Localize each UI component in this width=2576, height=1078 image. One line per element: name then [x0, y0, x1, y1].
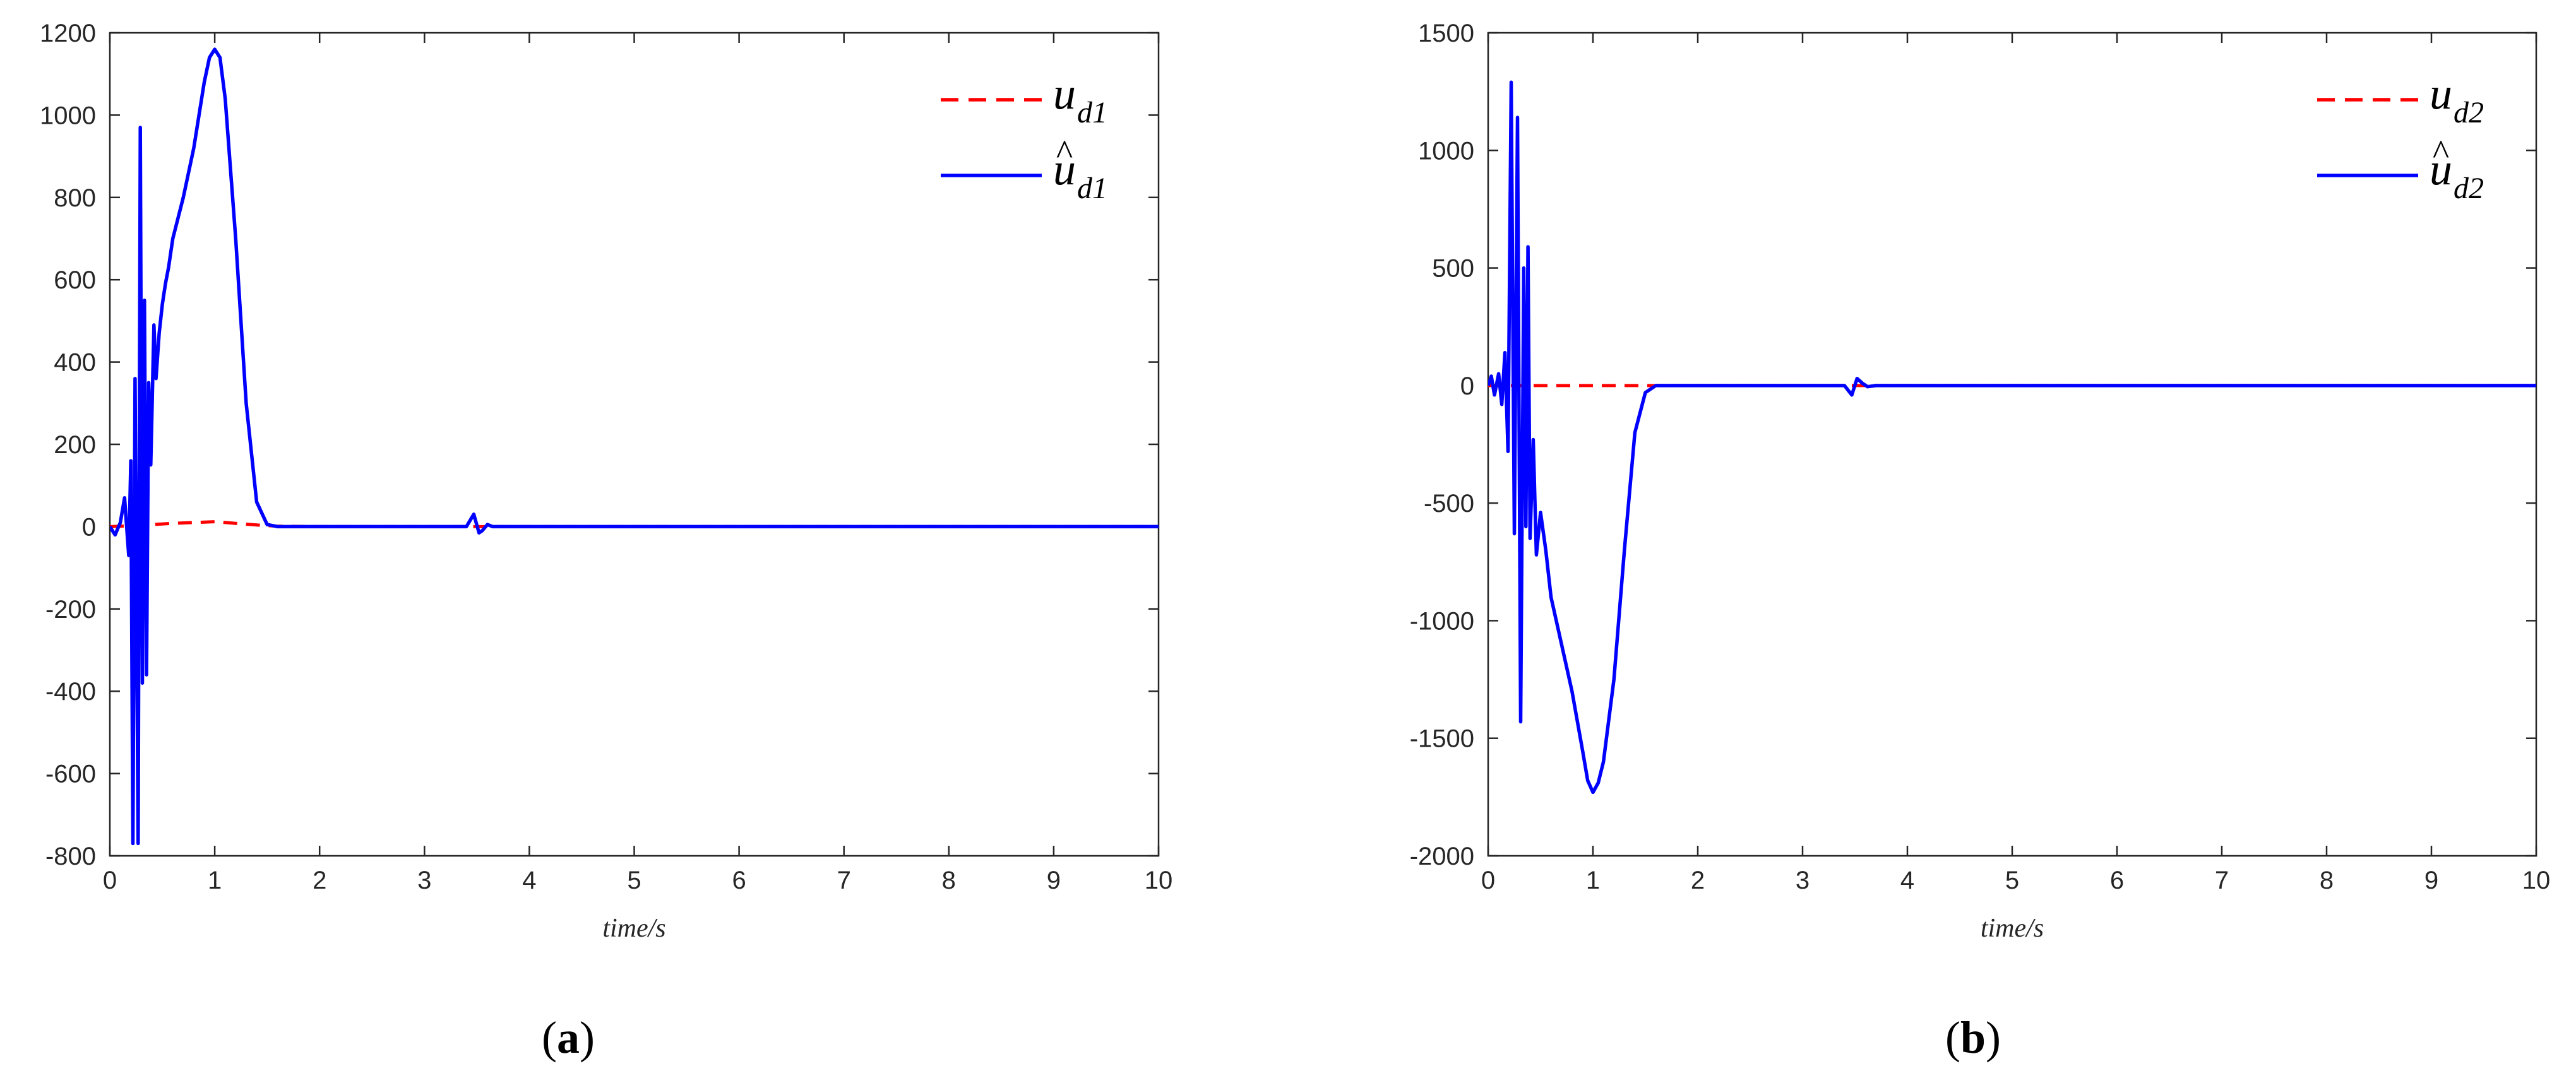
- y-tick-label: 1000: [1418, 137, 1474, 165]
- x-tick-label: 0: [103, 867, 117, 894]
- x-tick-label: 4: [1900, 867, 1914, 894]
- x-tick-label: 10: [2522, 867, 2551, 894]
- series-line-estimate-d1: [110, 47, 1159, 846]
- y-tick-label: -400: [45, 678, 96, 706]
- chart-panel-a: 0 1 2 3 4 5 6 7 8 9 10 -800 -600 -400 -200 0 200 400 600 80…: [40, 20, 1172, 1063]
- x-tick-label: 3: [1796, 867, 1810, 894]
- x-tick-label: 1: [208, 867, 222, 894]
- legend-label-subscript: d1: [1077, 96, 1107, 129]
- x-tick-label: 2: [313, 867, 326, 894]
- x-tick-label: 7: [2215, 867, 2229, 894]
- y-tick-label: 200: [54, 431, 96, 459]
- y-tick-label: 400: [54, 349, 96, 377]
- legend-label-subscript: d2: [2454, 96, 2484, 129]
- legend-label-subscript: d2: [2454, 172, 2484, 205]
- legend-label-base: u: [2430, 68, 2452, 119]
- y-tick-label: -1500: [1410, 725, 1474, 753]
- y-tick-label: 600: [54, 266, 96, 294]
- y-tick-label: -200: [45, 596, 96, 624]
- x-tick-label: 7: [837, 867, 851, 894]
- x-tick-label: 0: [1481, 867, 1495, 894]
- y-tick-label: 500: [1432, 255, 1474, 283]
- series-line-estimate-d2: [1488, 80, 2536, 795]
- chart-panel-b: 0 1 2 3 4 5 6 7 8 9 10 -2000 -1500 -1000 -500 0 500 1000 1…: [1410, 20, 2551, 1063]
- x-tick-label: 5: [627, 867, 641, 894]
- x-tick-label: 9: [1047, 867, 1061, 894]
- y-tick-label: -600: [45, 761, 96, 788]
- y-tick-label: 1200: [40, 20, 96, 47]
- x-tick-label: 1: [1586, 867, 1600, 894]
- y-tick-label: 1000: [40, 102, 96, 129]
- y-tick-label: -800: [45, 843, 96, 870]
- axes-box: [109, 32, 1160, 857]
- y-tick-label: 0: [82, 513, 96, 541]
- x-tick-label: 9: [2424, 867, 2438, 894]
- y-tick-label: 800: [54, 184, 96, 212]
- y-tick-label: -500: [1424, 490, 1474, 518]
- x-tick-label: 6: [2110, 867, 2124, 894]
- y-tick-label: -2000: [1410, 843, 1474, 870]
- legend-label-base: u: [1053, 68, 1076, 119]
- panel-caption: (a): [542, 1012, 595, 1063]
- legend-hat-accent: ^: [2433, 133, 2449, 172]
- x-axis-label: time/s: [602, 914, 665, 943]
- x-tick-label: 6: [732, 867, 746, 894]
- panel-caption: (b): [1945, 1012, 2001, 1063]
- legend-label-base: u: [2430, 144, 2452, 194]
- legend-label-subscript: d1: [1077, 172, 1107, 205]
- y-tick-label: -1000: [1410, 607, 1474, 635]
- x-tick-label: 4: [522, 867, 536, 894]
- y-tick-label: 1500: [1418, 20, 1474, 47]
- x-tick-label: 10: [1145, 867, 1173, 894]
- axes-box: [1487, 32, 2537, 857]
- x-tick-label: 2: [1691, 867, 1705, 894]
- x-tick-label: 8: [2320, 867, 2334, 894]
- y-tick-label: 0: [1460, 372, 1474, 400]
- x-axis-label: time/s: [1981, 914, 2044, 943]
- x-tick-label: 3: [417, 867, 431, 894]
- x-tick-label: 8: [942, 867, 956, 894]
- x-tick-label: 5: [2005, 867, 2019, 894]
- legend-hat-accent: ^: [1056, 133, 1073, 172]
- legend-label-base: u: [1053, 144, 1076, 194]
